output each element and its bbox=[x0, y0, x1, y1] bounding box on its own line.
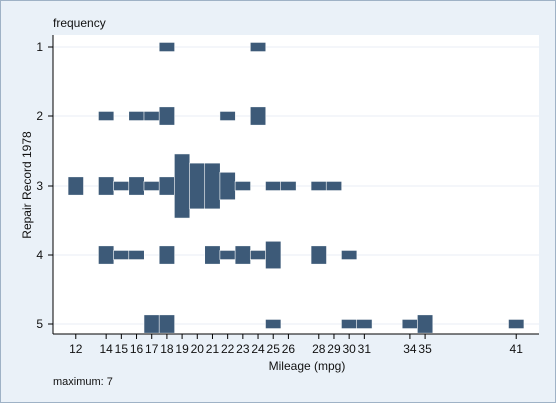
bar bbox=[204, 162, 221, 210]
bar bbox=[98, 245, 115, 265]
x-axis-title: Mileage (mpg) bbox=[269, 359, 346, 373]
y-axis-title: Repair Record 1978 bbox=[20, 131, 34, 239]
bar bbox=[265, 319, 282, 329]
bar bbox=[265, 240, 282, 270]
x-tick-label: 29 bbox=[327, 342, 341, 356]
bar bbox=[158, 245, 175, 265]
bar bbox=[234, 181, 251, 191]
x-tick-label: 41 bbox=[510, 342, 524, 356]
bar bbox=[174, 153, 191, 219]
x-tick-label: 31 bbox=[358, 342, 372, 356]
y-tick-label: 1 bbox=[36, 40, 43, 54]
bar bbox=[249, 250, 267, 260]
y-tick-label: 2 bbox=[36, 109, 43, 123]
bar bbox=[128, 176, 145, 196]
bar bbox=[113, 181, 130, 191]
bar bbox=[310, 245, 327, 265]
bar bbox=[158, 106, 175, 126]
x-tick-label: 30 bbox=[342, 342, 356, 356]
bar bbox=[325, 181, 343, 191]
chart-title: frequency bbox=[53, 16, 106, 30]
bar bbox=[143, 111, 160, 121]
x-tick-label: 23 bbox=[236, 342, 250, 356]
x-tick-label: 26 bbox=[282, 342, 296, 356]
x-tick-label: 15 bbox=[115, 342, 129, 356]
bar bbox=[143, 314, 160, 334]
y-tick-label: 4 bbox=[36, 248, 43, 262]
bar bbox=[265, 181, 282, 191]
x-tick-label: 18 bbox=[160, 342, 174, 356]
x-tick-label: 28 bbox=[312, 342, 326, 356]
bar bbox=[204, 245, 221, 265]
bar bbox=[249, 106, 267, 126]
bar bbox=[128, 111, 145, 121]
bar bbox=[67, 176, 84, 196]
x-tick-label: 16 bbox=[130, 342, 144, 356]
bar bbox=[356, 319, 373, 329]
x-tick-label: 34 bbox=[403, 342, 417, 356]
x-tick-label: 17 bbox=[145, 342, 159, 356]
bar bbox=[113, 250, 130, 260]
x-tick-label: 12 bbox=[69, 342, 83, 356]
bar bbox=[401, 319, 418, 329]
bar bbox=[310, 181, 327, 191]
x-tick-label: 25 bbox=[267, 342, 281, 356]
bar bbox=[219, 250, 236, 260]
bar bbox=[158, 42, 175, 52]
x-tick-label: 19 bbox=[175, 342, 189, 356]
bar bbox=[219, 171, 236, 201]
y-tick-label: 5 bbox=[36, 317, 43, 331]
bar bbox=[417, 314, 434, 334]
bar bbox=[98, 176, 115, 196]
x-tick-label: 20 bbox=[191, 342, 205, 356]
bar bbox=[128, 250, 145, 260]
maximum-note: maximum: 7 bbox=[53, 376, 113, 388]
bar bbox=[341, 319, 358, 329]
x-tick-label: 21 bbox=[206, 342, 220, 356]
bar bbox=[341, 250, 358, 260]
x-tick-label: 35 bbox=[418, 342, 432, 356]
bar bbox=[280, 181, 297, 191]
bar bbox=[158, 176, 175, 196]
x-tick-label: 22 bbox=[221, 342, 235, 356]
bar bbox=[189, 162, 206, 210]
bar bbox=[158, 314, 175, 334]
y-tick-label: 3 bbox=[36, 179, 43, 193]
bar bbox=[98, 111, 115, 121]
x-tick-label: 24 bbox=[251, 342, 265, 356]
bar bbox=[234, 245, 251, 265]
bar bbox=[508, 319, 525, 329]
bar bbox=[219, 111, 236, 121]
bar-layer bbox=[67, 42, 525, 334]
bar bbox=[249, 42, 267, 52]
bar bbox=[143, 181, 160, 191]
x-tick-label: 14 bbox=[99, 342, 113, 356]
